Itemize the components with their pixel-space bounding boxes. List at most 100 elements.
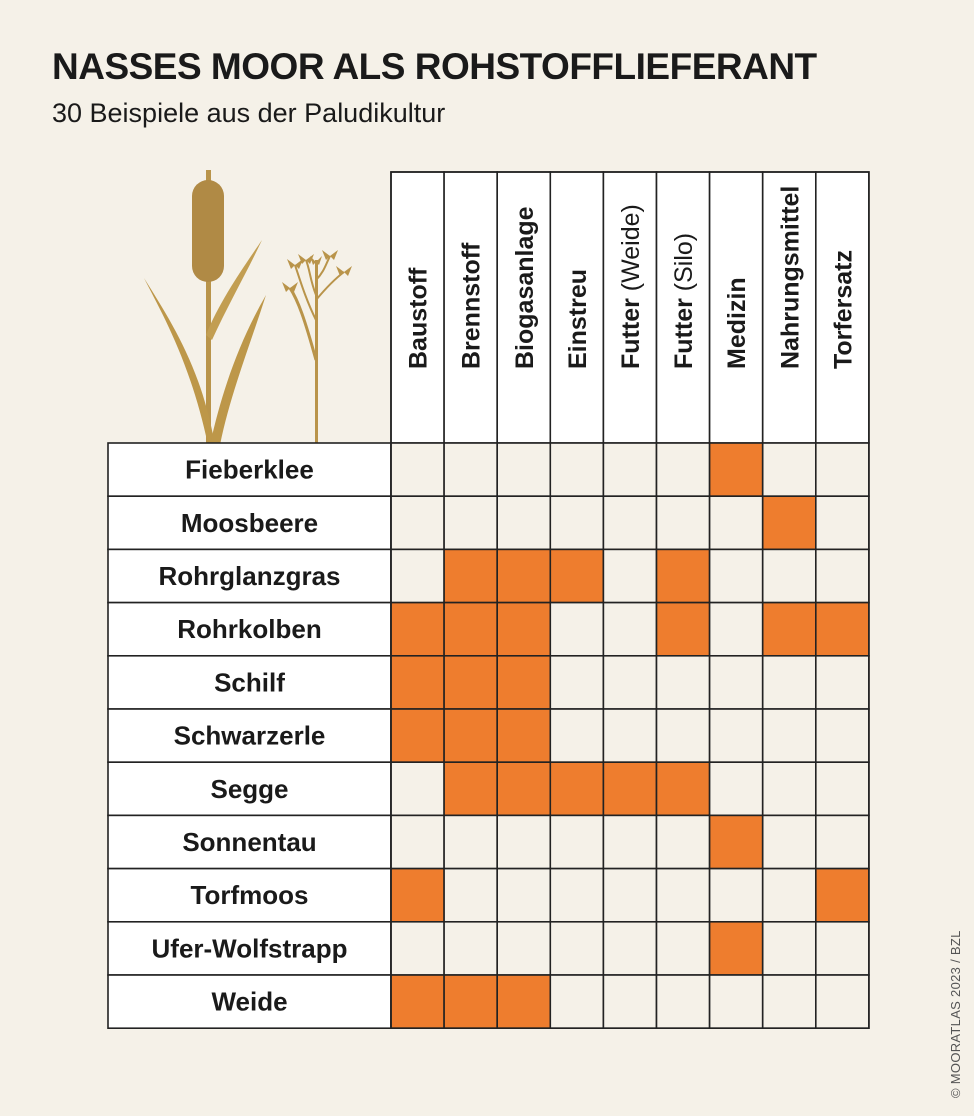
empty-cell <box>390 442 445 498</box>
row-label-cell <box>107 601 392 657</box>
empty-cell <box>655 495 711 551</box>
empty-cell <box>390 495 445 551</box>
empty-cell <box>655 708 711 764</box>
filled-cell <box>443 708 499 764</box>
empty-cell <box>496 814 552 870</box>
empty-cell <box>549 920 605 976</box>
empty-cell <box>602 654 658 710</box>
empty-cell <box>549 654 605 710</box>
empty-cell <box>761 548 817 604</box>
empty-cell <box>602 601 658 657</box>
row-label-cell <box>107 708 392 764</box>
empty-cell <box>814 442 870 498</box>
chart-title: NASSES MOOR ALS ROHSTOFFLIEFERANT <box>52 46 817 87</box>
empty-cell <box>443 867 499 923</box>
filled-cell <box>390 708 445 764</box>
row-label-schilf: Schilf <box>214 667 285 697</box>
column-header-torfersatz: Torfersatz <box>829 250 857 369</box>
empty-cell <box>655 867 711 923</box>
column-header-medizin: Medizin <box>723 277 751 369</box>
herb-flowers <box>282 250 352 292</box>
empty-cell <box>549 601 605 657</box>
filled-cell <box>496 708 552 764</box>
empty-cell <box>708 548 764 604</box>
empty-cell <box>443 814 499 870</box>
empty-cell <box>708 654 764 710</box>
row-label-sonnentau: Sonnentau <box>182 827 316 857</box>
empty-cell <box>814 708 870 764</box>
row-label-torfmoos: Torfmoos <box>191 880 309 910</box>
empty-cell <box>814 761 870 817</box>
empty-cell <box>496 442 552 498</box>
row-label-segge: Segge <box>210 774 288 804</box>
row-label-schwarzerle: Schwarzerle <box>174 721 326 751</box>
empty-cell <box>549 495 605 551</box>
column-header-futter-weide: Futter (Weide) <box>617 204 645 369</box>
empty-cell <box>761 442 817 498</box>
row-label-cell <box>107 867 392 923</box>
empty-cell <box>814 974 870 1030</box>
row-label-cell <box>107 548 392 604</box>
filled-cell <box>549 761 605 817</box>
empty-cell <box>390 814 445 870</box>
empty-cell <box>761 920 817 976</box>
empty-cell <box>761 867 817 923</box>
empty-cell <box>814 814 870 870</box>
filled-cell <box>549 548 605 604</box>
empty-cell <box>814 495 870 551</box>
row-label-cell <box>107 495 392 551</box>
empty-cell <box>443 920 499 976</box>
empty-cell <box>602 974 658 1030</box>
filled-cell <box>443 761 499 817</box>
empty-cell <box>814 548 870 604</box>
filled-cell <box>443 548 499 604</box>
filled-cell <box>761 495 817 551</box>
filled-cell <box>814 601 870 657</box>
cattail-leaf-left <box>144 278 214 445</box>
empty-cell <box>390 761 445 817</box>
filled-cell <box>655 761 711 817</box>
empty-cell <box>761 708 817 764</box>
filled-cell <box>496 654 552 710</box>
filled-cell <box>814 867 870 923</box>
row-label-cell <box>107 654 392 710</box>
empty-cell <box>549 814 605 870</box>
credit-text: © MOORATLAS 2023 / BZL <box>948 930 963 1098</box>
filled-cell <box>708 814 764 870</box>
empty-cell <box>814 920 870 976</box>
filled-cell <box>443 654 499 710</box>
empty-cell <box>655 974 711 1030</box>
filled-cell <box>390 974 445 1030</box>
column-header-baustoff: Baustoff <box>405 267 433 369</box>
column-header-cell <box>761 171 817 444</box>
column-header-cell <box>496 171 552 444</box>
column-header-biogasanlage: Biogasanlage <box>511 206 539 369</box>
empty-cell <box>549 974 605 1030</box>
row-label-rohrglanzgras: Rohrglanzgras <box>158 561 340 591</box>
row-label-cell <box>107 974 392 1030</box>
empty-cell <box>602 867 658 923</box>
empty-cell <box>708 708 764 764</box>
cattail-head <box>192 180 224 282</box>
row-label-weide: Weide <box>211 987 287 1017</box>
empty-cell <box>390 548 445 604</box>
empty-cell <box>496 920 552 976</box>
plant-illustration <box>144 170 352 445</box>
empty-cell <box>549 867 605 923</box>
filled-cell <box>761 601 817 657</box>
cattail-stem <box>206 170 211 445</box>
column-header-futter-silo: Futter (Silo) <box>670 233 698 369</box>
row-label-fieberklee: Fieberklee <box>185 455 314 485</box>
filled-cell <box>496 974 552 1030</box>
empty-cell <box>761 814 817 870</box>
empty-cell <box>655 920 711 976</box>
empty-cell <box>708 761 764 817</box>
empty-cell <box>390 920 445 976</box>
empty-cell <box>761 761 817 817</box>
empty-cell <box>602 442 658 498</box>
row-label-cell <box>107 761 392 817</box>
empty-cell <box>443 442 499 498</box>
empty-cell <box>761 654 817 710</box>
chart-subtitle: 30 Beispiele aus der Paludikultur <box>52 98 446 128</box>
